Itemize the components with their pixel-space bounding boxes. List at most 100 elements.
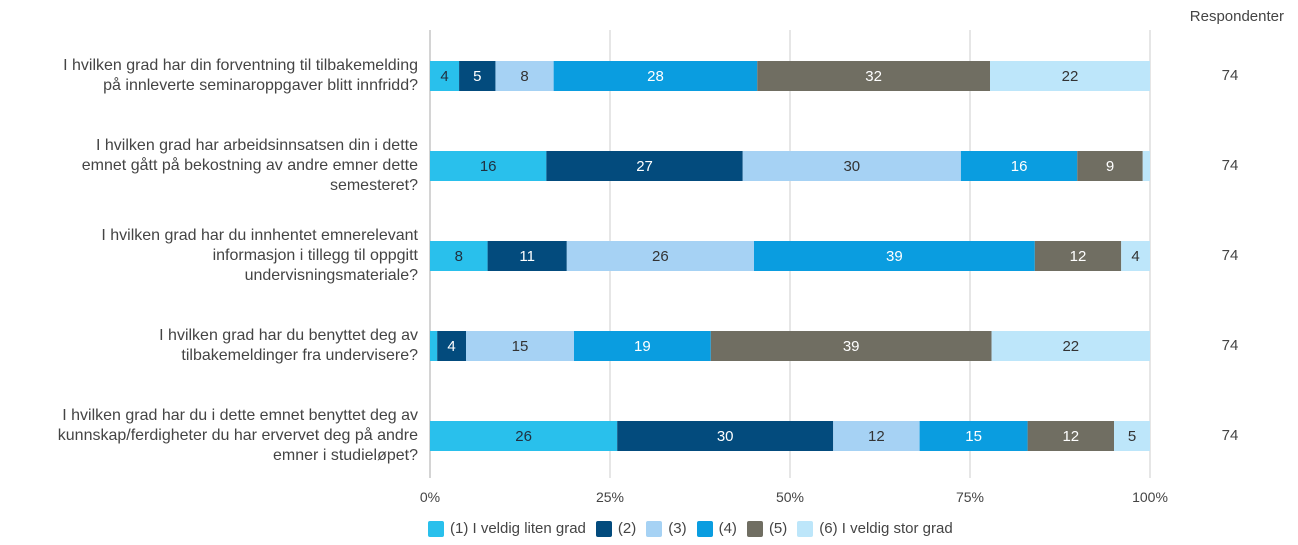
question-label-line: I hvilken grad har du innhentet emnerele… bbox=[101, 227, 418, 244]
question-label-line: semesteret? bbox=[329, 177, 418, 194]
bar-segment bbox=[833, 421, 920, 451]
respondent-count: 74 bbox=[1221, 67, 1239, 84]
question-label-line: tilbakemeldinger fra undervisere? bbox=[181, 347, 418, 364]
bar-segment bbox=[1034, 241, 1122, 271]
bar-segment bbox=[459, 61, 496, 91]
bar-segment bbox=[1121, 241, 1150, 271]
x-tick-label: 0% bbox=[420, 489, 440, 505]
bar-segment bbox=[430, 151, 547, 181]
question-label-line: I hvilken grad har din forventning til t… bbox=[63, 57, 418, 74]
bar-value-label: 16 bbox=[1011, 158, 1028, 175]
respondents-header: Respondenter bbox=[1189, 8, 1284, 25]
bar-segment bbox=[553, 61, 758, 91]
question-label-line: emnet gått på bekostning av andre emner … bbox=[81, 157, 418, 174]
bar-value-label: 22 bbox=[1062, 338, 1079, 355]
legend-label: (1) I veldig liten grad bbox=[450, 520, 586, 537]
bar-segment bbox=[919, 421, 1028, 451]
bar-segment bbox=[754, 241, 1035, 271]
legend-label: (3) bbox=[668, 520, 687, 537]
respondent-count: 74 bbox=[1221, 337, 1239, 354]
bar-value-label: 15 bbox=[965, 428, 982, 445]
respondent-count: 74 bbox=[1221, 427, 1239, 444]
bar-segment bbox=[430, 331, 438, 361]
bar-value-label: 32 bbox=[865, 68, 882, 85]
question-label: I hvilken grad har du i dette emnet beny… bbox=[0, 406, 418, 466]
question-label-line: undervisningsmateriale? bbox=[244, 267, 418, 284]
bar-value-label: 12 bbox=[1070, 248, 1087, 265]
question-label: I hvilken grad har arbeidsinnsatsen din … bbox=[0, 136, 418, 196]
x-tick-label: 100% bbox=[1132, 489, 1168, 505]
bar-value-label: 5 bbox=[473, 68, 481, 85]
bar-value-label: 12 bbox=[1062, 428, 1079, 445]
bar-value-label: 22 bbox=[1062, 68, 1079, 85]
legend-swatch bbox=[428, 520, 444, 537]
question-label-line: kunnskap/ferdigheter du har ervervet deg… bbox=[57, 427, 418, 444]
bar-segment bbox=[1142, 151, 1150, 181]
bar-value-label: 8 bbox=[520, 68, 528, 85]
bar-segment bbox=[546, 151, 743, 181]
bar-segment bbox=[1027, 421, 1114, 451]
bar-value-label: 30 bbox=[717, 428, 734, 445]
bar-value-label: 16 bbox=[480, 158, 497, 175]
bar-segment bbox=[1114, 421, 1150, 451]
bar-value-label: 5 bbox=[1128, 428, 1136, 445]
legend-item: (2) bbox=[595, 520, 637, 537]
legend-item: (5) bbox=[746, 520, 788, 537]
bar-segment bbox=[960, 151, 1078, 181]
x-tick-label: 50% bbox=[776, 489, 804, 505]
question-label-line: I hvilken grad har arbeidsinnsatsen din … bbox=[96, 137, 418, 154]
bar-value-label: 4 bbox=[440, 68, 448, 85]
bar-segment bbox=[430, 421, 618, 451]
legend-item: (3) bbox=[646, 520, 687, 537]
bar-segment bbox=[710, 331, 992, 361]
legend-swatch bbox=[696, 520, 713, 537]
question-label-line: emner i studieløpet? bbox=[273, 447, 418, 464]
bar-segment bbox=[430, 241, 488, 271]
legend-item: (6) I veldig stor grad bbox=[797, 520, 953, 537]
bar-value-label: 26 bbox=[652, 248, 669, 265]
bar-value-label: 9 bbox=[1106, 158, 1114, 175]
bar-segment bbox=[574, 331, 711, 361]
legend-item: (4) bbox=[696, 520, 737, 537]
bar-segment bbox=[430, 61, 460, 91]
bar-value-label: 30 bbox=[843, 158, 860, 175]
bar-value-label: 4 bbox=[447, 338, 455, 355]
bar-value-label: 39 bbox=[886, 248, 903, 265]
bar-segment bbox=[1077, 151, 1143, 181]
chart-legend: (1) I veldig liten grad (2) (3) (4) (5) (6) I… bbox=[428, 520, 957, 537]
question-label-line: I hvilken grad har du i dette emnet beny… bbox=[62, 407, 418, 424]
bar-segment bbox=[487, 241, 567, 271]
bar-value-label: 26 bbox=[515, 428, 532, 445]
legend-label: (6) I veldig stor grad bbox=[819, 520, 953, 537]
bar-value-label: 12 bbox=[868, 428, 885, 445]
bar-segment bbox=[437, 331, 466, 361]
legend-label: (2) bbox=[617, 520, 637, 537]
question-label-line: I hvilken grad har du benyttet deg av bbox=[159, 327, 418, 344]
bar-value-label: 39 bbox=[843, 338, 860, 355]
question-label: I hvilken grad har du innhentet emnerele… bbox=[0, 226, 418, 286]
bar-segment bbox=[991, 331, 1150, 361]
respondent-count: 74 bbox=[1221, 157, 1239, 174]
x-tick-label: 25% bbox=[596, 489, 624, 505]
respondent-count: 74 bbox=[1221, 247, 1239, 264]
bar-segment bbox=[742, 151, 961, 181]
bar-segment bbox=[757, 61, 990, 91]
bar-segment bbox=[566, 241, 754, 271]
bar-value-label: 8 bbox=[455, 248, 463, 265]
bar-segment bbox=[617, 421, 834, 451]
bar-segment bbox=[466, 331, 574, 361]
legend-swatch bbox=[797, 520, 814, 537]
legend-swatch bbox=[595, 520, 612, 537]
bar-value-label: 4 bbox=[1131, 248, 1139, 265]
legend-label: (5) bbox=[768, 520, 788, 537]
bar-value-label: 15 bbox=[512, 338, 529, 355]
legend-label: (4) bbox=[718, 520, 737, 537]
bar-value-label: 11 bbox=[519, 248, 535, 265]
bar-value-label: 28 bbox=[647, 68, 664, 85]
legend-item: (1) I veldig liten grad bbox=[428, 520, 586, 537]
legend-swatch bbox=[646, 520, 663, 537]
bar-value-label: 19 bbox=[634, 338, 651, 355]
bar-segment bbox=[495, 61, 554, 91]
x-tick-label: 75% bbox=[956, 489, 984, 505]
